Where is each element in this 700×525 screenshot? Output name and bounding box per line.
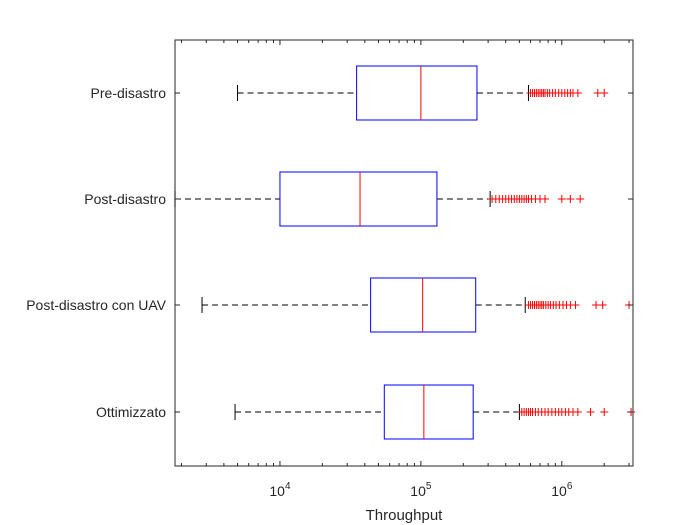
box-group-4 xyxy=(234,384,636,440)
box-group-3 xyxy=(201,277,634,333)
outlier-point xyxy=(598,301,607,309)
category-label: Ottimizzato xyxy=(96,404,166,420)
outlier-point xyxy=(586,408,595,416)
box-iqr xyxy=(279,171,438,227)
box-group-1 xyxy=(237,65,609,121)
outlier-point xyxy=(557,195,566,203)
outlier-point xyxy=(573,89,582,97)
boxes-layer xyxy=(174,65,636,440)
box-iqr xyxy=(383,384,474,440)
category-label: Post-disastro xyxy=(84,191,166,207)
x-tick-label: 105 xyxy=(410,481,432,499)
outlier-point xyxy=(573,408,582,416)
x-tick-label: 106 xyxy=(551,481,573,499)
category-label: Pre-disastro xyxy=(91,85,167,101)
outlier-point xyxy=(541,195,550,203)
outlier-point xyxy=(576,195,585,203)
category-label: Post-disastro con UAV xyxy=(26,297,166,313)
outlier-point xyxy=(600,89,609,97)
box-iqr xyxy=(356,65,478,121)
plot-area xyxy=(174,39,634,467)
box-group-2 xyxy=(174,171,585,227)
outlier-point xyxy=(600,408,609,416)
x-axis-label: Throughput xyxy=(366,507,444,524)
outlier-point xyxy=(566,195,575,203)
x-tick-label: 104 xyxy=(269,481,291,499)
outlier-point xyxy=(571,301,580,309)
ticks-layer: Pre-disastro Post-disastro Post-disastro c… xyxy=(26,40,633,499)
